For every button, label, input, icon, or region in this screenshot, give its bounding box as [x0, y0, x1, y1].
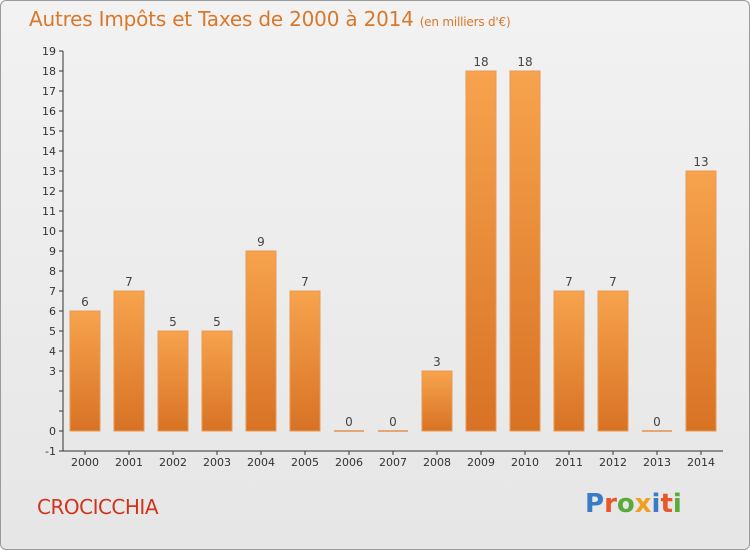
bar-2010 [509, 70, 541, 432]
x-tick-label-2002: 2002 [159, 456, 187, 469]
chart-title: Autres Impôts et Taxes de 2000 à 2014 (en… [29, 7, 511, 31]
logo-letter: i [672, 489, 682, 519]
x-tick-label-2012: 2012 [599, 456, 627, 469]
x-tick-label-2011: 2011 [555, 456, 583, 469]
y-tick-label: 11 [42, 205, 56, 218]
bar-2012 [597, 290, 629, 432]
value-label-2007: 0 [389, 415, 397, 429]
proxiti-logo: Proxiti [585, 489, 682, 519]
chart-title-text: Autres Impôts et Taxes de 2000 à 2014 [29, 7, 414, 31]
y-tick-label: 10 [42, 225, 56, 238]
y-tick-label: 0 [49, 425, 56, 438]
value-label-2002: 5 [169, 315, 177, 329]
value-label-2006: 0 [345, 415, 353, 429]
value-label-2009: 18 [473, 55, 488, 69]
x-tick-label-2003: 2003 [203, 456, 231, 469]
bar-2000 [69, 310, 101, 432]
chart-unit: (en milliers d'€) [419, 15, 511, 29]
logo-letter: o [616, 489, 635, 519]
x-tick-label-2004: 2004 [247, 456, 275, 469]
x-tick-label-2001: 2001 [115, 456, 143, 469]
y-tick-label: 12 [42, 185, 56, 198]
bar-2005 [289, 290, 321, 432]
value-label-2008: 3 [433, 355, 441, 369]
logo-letter: i [651, 489, 661, 519]
x-tick-label-2005: 2005 [291, 456, 319, 469]
y-tick-label: 5 [49, 325, 56, 338]
value-label-2001: 7 [125, 275, 133, 289]
y-tick-label: 8 [49, 265, 56, 278]
x-tick-label-2000: 2000 [71, 456, 99, 469]
y-tick-label: 3 [49, 365, 56, 378]
bar-2002 [157, 330, 189, 432]
value-label-2011: 7 [565, 275, 573, 289]
y-tick-label: 18 [42, 65, 56, 78]
y-tick-label: -1 [45, 445, 56, 458]
y-tick-label: 19 [42, 45, 56, 58]
y-tick-label: 7 [49, 285, 56, 298]
x-tick-label-2013: 2013 [643, 456, 671, 469]
commune-name: CROCICCHIA [37, 495, 159, 519]
x-tick-label-2008: 2008 [423, 456, 451, 469]
y-tick-label: 4 [49, 345, 56, 358]
y-tick-label: 14 [42, 145, 56, 158]
logo-letter: P [585, 489, 605, 519]
value-label-2014: 13 [693, 155, 708, 169]
bar-2014 [685, 170, 717, 432]
bar-2003 [201, 330, 233, 432]
y-tick-label: 16 [42, 105, 56, 118]
value-label-2004: 9 [257, 235, 265, 249]
y-tick-label: 13 [42, 165, 56, 178]
y-tick-label: 6 [49, 305, 56, 318]
x-tick-label-2014: 2014 [687, 456, 715, 469]
x-tick-label-2007: 2007 [379, 456, 407, 469]
value-label-2005: 7 [301, 275, 309, 289]
y-tick-label: 17 [42, 85, 56, 98]
value-label-2000: 6 [81, 295, 89, 309]
logo-letter: x [634, 489, 652, 519]
value-label-2003: 5 [213, 315, 221, 329]
bar-2009 [465, 70, 497, 432]
bar-2004 [245, 250, 277, 432]
bar-2008 [421, 370, 453, 432]
y-tick-label: 15 [42, 125, 56, 138]
value-label-2010: 18 [517, 55, 532, 69]
x-tick-label-2009: 2009 [467, 456, 495, 469]
value-label-2012: 7 [609, 275, 617, 289]
x-tick-label-2010: 2010 [511, 456, 539, 469]
value-label-2013: 0 [653, 415, 661, 429]
x-tick-label-2006: 2006 [335, 456, 363, 469]
y-tick-label: 9 [49, 245, 56, 258]
bar-2001 [113, 290, 145, 432]
logo-letter: r [604, 489, 617, 519]
bar-2011 [553, 290, 585, 432]
logo-letter: t [660, 489, 673, 519]
